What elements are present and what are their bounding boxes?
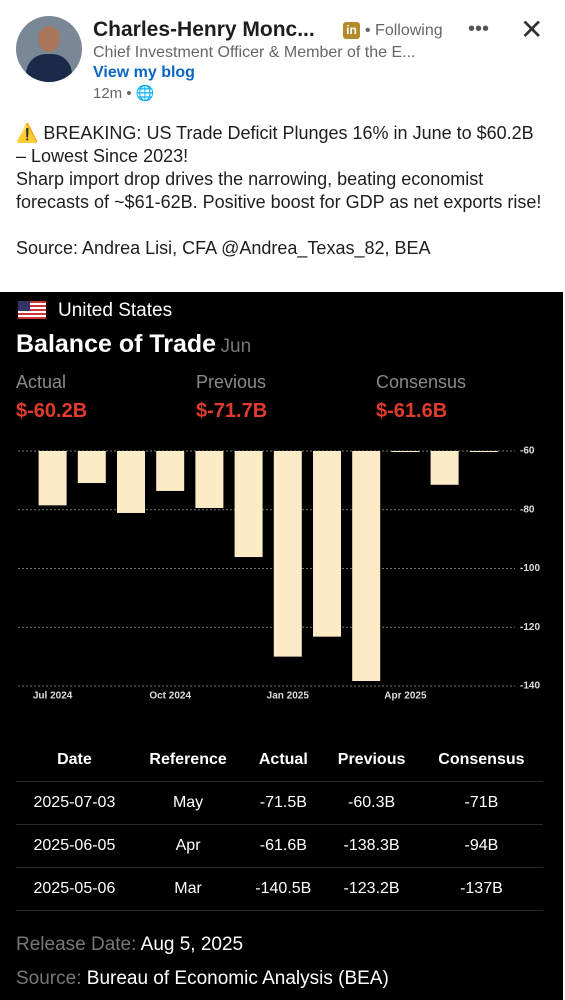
table-cell: -71B <box>419 781 543 825</box>
avatar[interactable] <box>16 16 82 82</box>
author[interactable]: Charles-Henry Monc... <box>93 18 315 41</box>
table-cell: -137B <box>419 867 543 911</box>
stat-value: $-60.2B <box>16 400 88 422</box>
time: 12m • <box>93 85 132 102</box>
bar <box>234 451 263 558</box>
bar <box>38 451 67 506</box>
paragraph: Source: Andrea Lisi, CFA @Andrea_Texas_8… <box>16 238 431 258</box>
table-cell: Apr <box>132 824 244 868</box>
indicator: Balance of Trade <box>16 330 217 358</box>
period: Jun <box>220 336 252 357</box>
bar <box>313 451 341 637</box>
table-cell: 2025-07-03 <box>16 781 133 825</box>
x-tick-label: Jan 2025 <box>267 691 310 702</box>
history-table: Date Reference Actual Previous Consensus 202… <box>16 739 543 911</box>
table-cell: Mar <box>132 867 244 911</box>
paragraph: Sharp import drop drives the narrowing, … <box>16 169 542 212</box>
chart: -60 -80 -100 -120 -140 Jul 2024 Oct 2024 Jan 20… <box>18 446 540 702</box>
follow[interactable]: Following <box>375 22 443 39</box>
stat-label: Actual <box>16 372 67 392</box>
header-row: Date Reference Actual Previous Consensus <box>16 739 543 782</box>
table-cell: -94B <box>419 824 543 868</box>
table-cell: -61.6B <box>243 824 324 868</box>
bar <box>117 451 145 513</box>
source-label: Source: <box>16 968 82 989</box>
paragraph: ⚠️ BREAKING: US Trade Deficit Plunges 16… <box>16 123 534 166</box>
bar <box>469 451 498 452</box>
flag <box>18 301 46 319</box>
bar <box>430 451 459 485</box>
bar <box>391 451 420 452</box>
table-cell: 2025-06-05 <box>16 824 133 868</box>
release: Release Date: Aug 5, 2025 <box>16 934 243 956</box>
time: 12m • 🌐 <box>93 85 155 102</box>
table-cell: -140.5B <box>243 867 324 911</box>
release-date: Aug 5, 2025 <box>140 934 244 955</box>
close[interactable]: ✕ <box>520 14 544 45</box>
stat-value: $-61.6B <box>376 400 448 422</box>
indicator-row: Balance of Trade Jun <box>16 330 251 359</box>
table-cell: -123.2B <box>323 867 420 911</box>
table-row: 2025-06-05 Apr -61.6B -138.3B -94B <box>16 824 543 868</box>
linkedin-icon: in <box>343 22 360 39</box>
stat-value: $-71.7B <box>196 400 268 422</box>
column-header: Actual <box>243 739 324 782</box>
table-cell: May <box>132 781 244 825</box>
table-cell: -60.3B <box>323 781 420 825</box>
bar <box>273 451 302 657</box>
bar <box>352 451 381 682</box>
column-header: Previous <box>323 739 420 782</box>
y-tick-label: -120 <box>520 622 540 633</box>
table-row: 2025-05-06 Mar -140.5B -123.2B -137B <box>16 867 543 911</box>
y-tick-label: -60 <box>520 446 535 457</box>
source-name: Bureau of Economic Analysis (BEA) <box>86 968 389 989</box>
y-tick-label: -80 <box>520 504 535 515</box>
country: United States <box>58 300 173 321</box>
card: United States Balance of Trade Jun Actua… <box>0 292 563 1000</box>
bar <box>195 451 224 508</box>
column-header: Date <box>16 739 133 782</box>
post-text: ⚠️ BREAKING: US Trade Deficit Plunges 16… <box>16 122 546 260</box>
y-tick-label: -140 <box>520 681 540 692</box>
source: Source: Bureau of Economic Analysis (BEA… <box>16 968 389 990</box>
x-tick-label: Oct 2024 <box>149 691 191 702</box>
table-cell: 2025-05-06 <box>16 867 133 911</box>
column-header: Reference <box>132 739 244 782</box>
blog-link[interactable]: View my blog <box>93 64 195 81</box>
table-row: 2025-07-03 May -71.5B -60.3B -71B <box>16 781 543 825</box>
stat-label: Previous <box>196 372 267 392</box>
bar <box>156 451 185 491</box>
table-cell: -138.3B <box>323 824 420 868</box>
x-tick-label: Jul 2024 <box>33 691 73 702</box>
follow-status[interactable]: • Following <box>365 22 443 39</box>
y-tick-label: -100 <box>520 563 540 574</box>
column-header: Consensus <box>419 739 543 782</box>
bar <box>77 451 106 484</box>
menu[interactable]: ••• <box>468 18 490 40</box>
x-tick-label: Apr 2025 <box>384 691 427 702</box>
release-label: Release Date: <box>16 934 137 955</box>
stat-label: Consensus <box>376 372 467 392</box>
table-cell: -71.5B <box>243 781 324 825</box>
headline: Chief Investment Officer & Member of the… <box>93 44 416 61</box>
